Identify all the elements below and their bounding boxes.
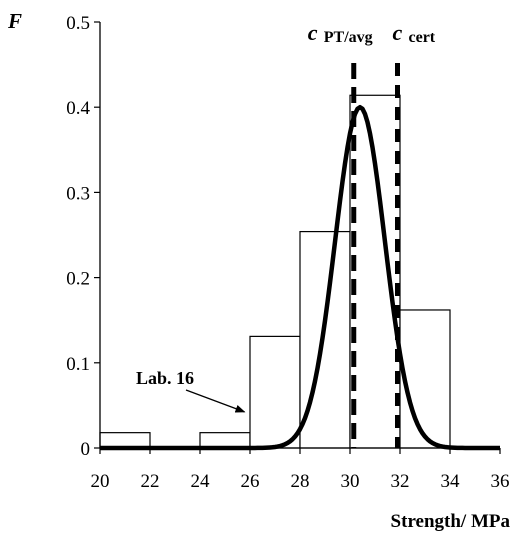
y-axis-title: F <box>7 9 22 33</box>
histogram-bar-20-22 <box>99 432 151 449</box>
x-tick-label: 20 <box>91 471 110 492</box>
y-axis-ticks: 0 0.1 0.2 0.3 0.4 0.5 <box>66 13 100 460</box>
lab-16-annotation: Lab. 16 <box>136 368 194 388</box>
x-tick-label: 30 <box>341 471 360 492</box>
y-tick-label: 0.4 <box>66 98 90 119</box>
x-tick-label: 28 <box>291 471 310 492</box>
svg-text:PT/avg: PT/avg <box>324 29 373 46</box>
x-tick-label: 24 <box>191 471 211 492</box>
svg-text:cert: cert <box>409 29 436 46</box>
reference-line-label-pt-avg: c PT/avg <box>308 20 373 46</box>
y-tick-label: 0.5 <box>66 13 90 34</box>
histogram-bar-26-28 <box>249 335 301 449</box>
svg-text:c: c <box>308 20 318 45</box>
y-tick-label: 0.3 <box>66 183 90 204</box>
reference-lines <box>351 63 400 448</box>
x-tick-label: 26 <box>241 471 260 492</box>
x-tick-label: 34 <box>441 471 461 492</box>
svg-text:c: c <box>393 20 403 45</box>
y-tick-label: 0.1 <box>66 354 90 375</box>
y-tick-label: 0 <box>81 439 91 460</box>
x-axis-title: Strength/ MPa <box>391 511 511 532</box>
lab-16-arrow <box>185 389 246 413</box>
histogram-bar-30-32 <box>349 94 401 449</box>
reference-line-label-cert: c cert <box>393 20 436 46</box>
histogram-bar-24-26 <box>199 432 251 449</box>
x-tick-label: 22 <box>141 471 160 492</box>
x-tick-label: 36 <box>491 471 510 492</box>
x-tick-label: 32 <box>391 471 410 492</box>
histogram-bar-32-34 <box>399 309 451 449</box>
x-axis-ticks: 20 22 24 26 28 30 32 34 36 <box>91 448 510 492</box>
y-tick-label: 0.2 <box>66 269 90 290</box>
